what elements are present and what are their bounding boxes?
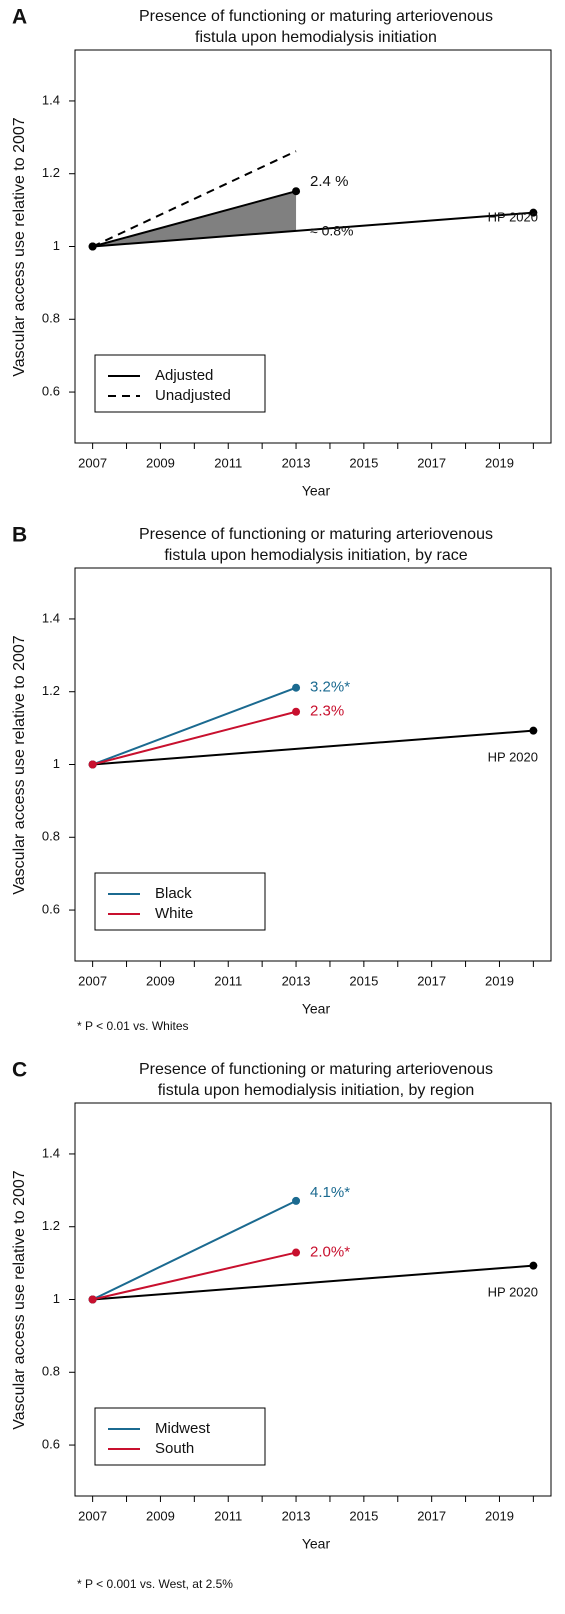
reference-line: [92, 1264, 534, 1301]
series-point: [88, 760, 97, 769]
x-tick-label: 2011: [214, 1508, 242, 1523]
legend-label: Black: [155, 885, 192, 902]
y-tick-label: 1: [53, 756, 60, 771]
reference-label: HP 2020: [488, 209, 538, 224]
x-axis-title: Year: [302, 483, 331, 499]
legend-box: [94, 1407, 266, 1466]
x-tick-label: 2015: [349, 973, 378, 988]
chart-title: fistula upon hemodialysis initiation, by…: [158, 1082, 475, 1099]
chart-title: Presence of functioning or maturing arte…: [139, 1061, 493, 1078]
x-tick-label: 2019: [485, 973, 514, 988]
x-tick-label: 2019: [485, 455, 514, 470]
y-tick-label: 0.8: [42, 311, 60, 326]
chart-title: fistula upon hemodialysis initiation, by…: [164, 547, 467, 564]
legend: Adjusted Unadjusted: [94, 354, 266, 413]
series-annotation: 2.4 %: [310, 173, 348, 190]
footnote: * P < 0.001 vs. West, at 2.5%: [77, 1577, 233, 1591]
y-tick-label: 1.4: [42, 92, 60, 107]
x-tick-label: 2007: [78, 973, 107, 988]
reference-label: HP 2020: [488, 1284, 538, 1299]
y-tick-label: 1.2: [42, 1218, 60, 1233]
x-tick-label: 2009: [146, 1508, 175, 1523]
series-line: [92, 686, 297, 766]
reference-point: [529, 726, 538, 735]
series-point: [292, 1196, 301, 1205]
y-tick-label: 0.6: [42, 901, 60, 916]
reference-line: [92, 211, 534, 248]
reference-point: [529, 208, 538, 217]
x-tick-label: 2009: [146, 455, 175, 470]
series-point: [88, 1295, 97, 1304]
x-tick-label: 2019: [485, 1508, 514, 1523]
x-tick-label: 2011: [214, 455, 242, 470]
chart-title: Presence of functioning or maturing arte…: [139, 526, 493, 543]
x-axis-title: Year: [302, 1001, 331, 1017]
x-tick-label: 2017: [417, 455, 446, 470]
series-line: [92, 710, 297, 766]
series-line: [92, 1251, 297, 1301]
series-line: [92, 190, 297, 248]
legend: Black White: [94, 872, 266, 931]
legend-label: South: [155, 1440, 194, 1457]
y-tick-label: 1.4: [42, 610, 60, 625]
reference-label: HP 2020: [488, 749, 538, 764]
series-annotation: 2.3%: [310, 703, 344, 720]
y-tick-label: 0.8: [42, 1364, 60, 1379]
x-tick-label: 2017: [417, 1508, 446, 1523]
x-axis-title: Year: [302, 1536, 331, 1552]
series-line: [92, 1199, 297, 1301]
x-tick-label: 2017: [417, 973, 446, 988]
series-point: [292, 1248, 301, 1257]
y-tick-label: 1.2: [42, 165, 60, 180]
y-tick-label: 1.2: [42, 683, 60, 698]
legend-label: White: [155, 905, 193, 922]
reference-line: [92, 729, 534, 766]
panel-letter: A: [12, 6, 27, 29]
series-annotation: 2.0%*: [310, 1244, 350, 1261]
series-point: [292, 187, 301, 196]
x-tick-label: 2015: [349, 1508, 378, 1523]
x-tick-label: 2007: [78, 455, 107, 470]
footnote: * P < 0.01 vs. Whites: [77, 1019, 189, 1033]
series-line: [92, 150, 297, 248]
y-axis-title: Vascular access use relative to 2007: [11, 635, 28, 895]
x-tick-label: 2013: [282, 973, 311, 988]
legend-box: [94, 872, 266, 931]
y-tick-label: 0.6: [42, 1436, 60, 1451]
panel-letter: C: [12, 1059, 27, 1082]
legend-box: [94, 354, 266, 413]
x-tick-label: 2007: [78, 1508, 107, 1523]
reference-point: [529, 1261, 538, 1270]
legend-label: Adjusted: [155, 367, 213, 384]
chart-title: Presence of functioning or maturing arte…: [139, 8, 493, 25]
legend-label: Midwest: [155, 1420, 211, 1437]
y-axis-title: Vascular access use relative to 2007: [11, 1170, 28, 1430]
series-point: [292, 707, 301, 716]
legend: Midwest South: [94, 1407, 266, 1466]
x-tick-label: 2009: [146, 973, 175, 988]
x-tick-label: 2015: [349, 455, 378, 470]
legend-label: Unadjusted: [155, 387, 231, 404]
reference-annotation: ≈ 0.8%: [310, 223, 353, 239]
series-annotation: 4.1%*: [310, 1184, 350, 1201]
y-tick-label: 1: [53, 1291, 60, 1306]
x-tick-label: 2011: [214, 973, 242, 988]
series-point: [292, 683, 301, 692]
y-axis-title: Vascular access use relative to 2007: [11, 117, 28, 377]
x-tick-label: 2013: [282, 1508, 311, 1523]
chart-title: fistula upon hemodialysis initiation: [195, 29, 437, 46]
y-tick-label: 0.6: [42, 383, 60, 398]
x-tick-label: 2013: [282, 455, 311, 470]
y-tick-label: 0.8: [42, 829, 60, 844]
y-tick-label: 1: [53, 238, 60, 253]
y-tick-label: 1.4: [42, 1145, 60, 1160]
panel-letter: B: [12, 524, 27, 547]
series-annotation: 3.2%*: [310, 679, 350, 696]
